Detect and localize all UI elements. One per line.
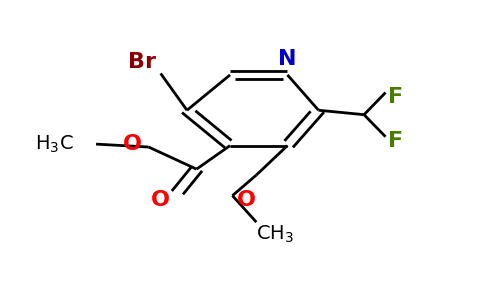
Text: H$_3$C: H$_3$C	[35, 134, 74, 155]
Text: O: O	[151, 190, 170, 210]
Text: O: O	[237, 190, 257, 210]
Text: CH$_3$: CH$_3$	[257, 223, 294, 244]
Text: F: F	[388, 131, 403, 151]
Text: N: N	[278, 49, 297, 69]
Text: O: O	[122, 134, 141, 154]
Text: Br: Br	[127, 52, 155, 72]
Text: F: F	[388, 87, 403, 107]
